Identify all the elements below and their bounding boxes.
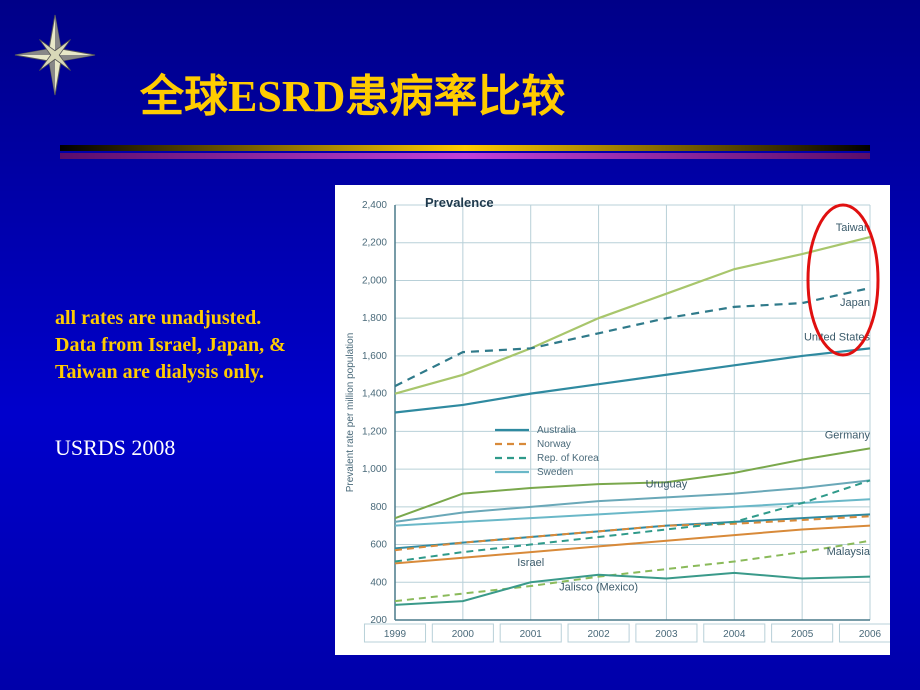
svg-text:Israel: Israel — [517, 557, 544, 569]
prevalence-chart: 2004006008001,0001,2001,4001,6001,8002,0… — [335, 185, 890, 655]
svg-text:2,200: 2,200 — [362, 238, 387, 249]
slide-title: 全球ESRD患病率比较 — [140, 60, 565, 124]
footnote-text: all rates are unadjusted.Data from Israe… — [55, 305, 335, 386]
divider-rule — [60, 145, 870, 159]
svg-text:Sweden: Sweden — [537, 467, 573, 478]
svg-text:2,000: 2,000 — [362, 275, 387, 286]
svg-text:1,200: 1,200 — [362, 426, 387, 437]
svg-text:2000: 2000 — [452, 629, 475, 640]
svg-text:2,400: 2,400 — [362, 200, 387, 211]
svg-text:1,000: 1,000 — [362, 464, 387, 475]
svg-text:2002: 2002 — [587, 629, 610, 640]
svg-text:United States: United States — [804, 331, 871, 343]
svg-text:1,800: 1,800 — [362, 313, 387, 324]
svg-text:800: 800 — [370, 502, 387, 513]
svg-text:Germany: Germany — [825, 429, 871, 441]
svg-text:Jalisco (Mexico): Jalisco (Mexico) — [559, 582, 638, 594]
svg-text:1999: 1999 — [384, 629, 407, 640]
svg-text:Australia: Australia — [537, 425, 576, 436]
slide-root: 全球ESRD患病率比较 all rates are unadjusted.Dat… — [0, 0, 920, 690]
source-citation: USRDS 2008 — [55, 435, 175, 461]
svg-text:Norway: Norway — [537, 439, 571, 450]
svg-text:2004: 2004 — [723, 629, 746, 640]
svg-text:2006: 2006 — [859, 629, 882, 640]
star-icon — [10, 10, 100, 100]
svg-text:1,600: 1,600 — [362, 351, 387, 362]
svg-text:600: 600 — [370, 540, 387, 551]
svg-text:Malaysia: Malaysia — [827, 546, 871, 558]
svg-text:Rep. of Korea: Rep. of Korea — [537, 453, 599, 464]
svg-text:Prevalent rate per million pop: Prevalent rate per million population — [345, 333, 356, 493]
svg-text:1,400: 1,400 — [362, 389, 387, 400]
svg-text:Prevalence: Prevalence — [425, 195, 494, 210]
svg-text:2005: 2005 — [791, 629, 814, 640]
svg-text:Uruguay: Uruguay — [646, 478, 688, 490]
svg-text:400: 400 — [370, 577, 387, 588]
svg-text:2001: 2001 — [520, 629, 543, 640]
svg-text:2003: 2003 — [655, 629, 678, 640]
svg-text:Japan: Japan — [840, 297, 870, 309]
chart-svg: 2004006008001,0001,2001,4001,6001,8002,0… — [335, 185, 890, 655]
